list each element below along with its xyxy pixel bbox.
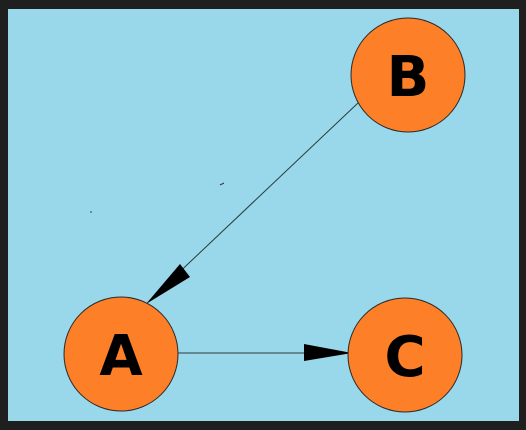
stray-dot xyxy=(90,211,92,213)
node-b-label: B xyxy=(387,45,430,110)
node-c[interactable]: C xyxy=(347,297,463,413)
stray-mark xyxy=(219,182,225,186)
node-c-label: C xyxy=(384,325,425,390)
node-b[interactable]: B xyxy=(350,17,466,133)
node-a-label: A xyxy=(99,324,143,389)
edge-b-to-a xyxy=(146,102,359,304)
edge-a-to-c xyxy=(178,344,352,361)
arrowhead-a-to-c xyxy=(304,344,352,361)
arrowhead-b-to-a xyxy=(146,264,190,304)
node-a[interactable]: A xyxy=(63,296,179,412)
